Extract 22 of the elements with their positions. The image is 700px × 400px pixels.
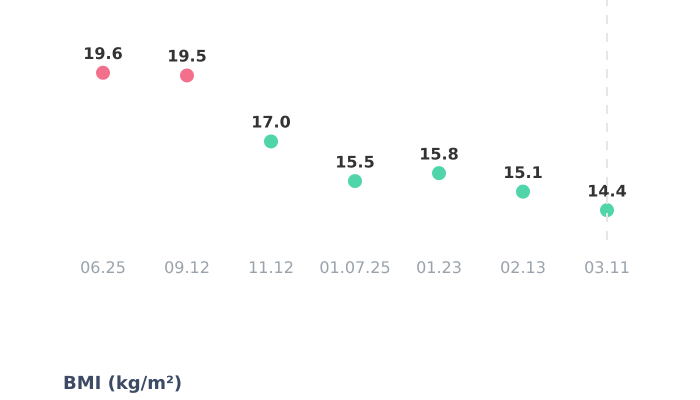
x-tick-label: 03.11 bbox=[584, 258, 630, 277]
data-label: 15.8 bbox=[419, 144, 459, 164]
point bbox=[348, 174, 362, 188]
x-tick-label: 11.12 bbox=[248, 258, 294, 277]
point bbox=[516, 184, 530, 199]
data-label: 19.6 bbox=[83, 44, 123, 64]
x-tick-label: 09.12 bbox=[164, 258, 210, 277]
point bbox=[180, 68, 194, 82]
x-tick-label: 01.23 bbox=[416, 258, 462, 277]
point bbox=[264, 134, 278, 148]
point bbox=[600, 203, 614, 218]
data-label: 15.1 bbox=[503, 162, 543, 182]
data-label: 17.0 bbox=[251, 112, 291, 132]
point bbox=[432, 166, 446, 180]
text: BMI (kg/m²) bbox=[63, 373, 182, 394]
data-label: 14.4 bbox=[587, 181, 627, 200]
x-tick-label: 06.25 bbox=[80, 258, 126, 277]
point bbox=[96, 66, 110, 80]
x-tick-label: 01.07.25 bbox=[319, 258, 391, 277]
data-label: 15.5 bbox=[335, 152, 375, 172]
x-tick-label: 02.13 bbox=[500, 258, 546, 277]
data-label: 19.5 bbox=[167, 46, 207, 66]
